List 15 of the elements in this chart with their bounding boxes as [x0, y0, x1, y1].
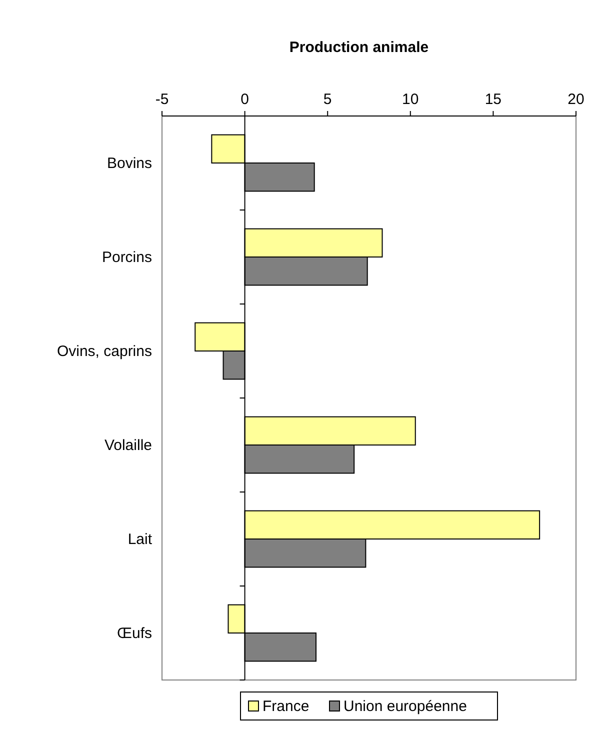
y-tick-label: Œufs — [116, 625, 152, 642]
legend-label: Union européenne — [344, 698, 467, 715]
x-tick-label: 20 — [568, 91, 584, 108]
y-tick-label: Porcins — [102, 249, 152, 266]
chart-title: Production animale — [289, 39, 429, 56]
y-tick-label: Bovins — [106, 155, 152, 172]
y-tick-label: Ovins, caprins — [56, 343, 152, 360]
y-tick-label: Volaille — [104, 437, 152, 454]
x-tick-label: -5 — [155, 91, 169, 108]
x-tick-label: 10 — [402, 91, 419, 108]
x-tick-label: 0 — [240, 91, 249, 108]
legend-label: France — [262, 698, 310, 715]
y-tick-label: Lait — [128, 531, 153, 548]
x-tick-label: 15 — [484, 91, 502, 108]
x-tick-label: 5 — [323, 91, 332, 108]
